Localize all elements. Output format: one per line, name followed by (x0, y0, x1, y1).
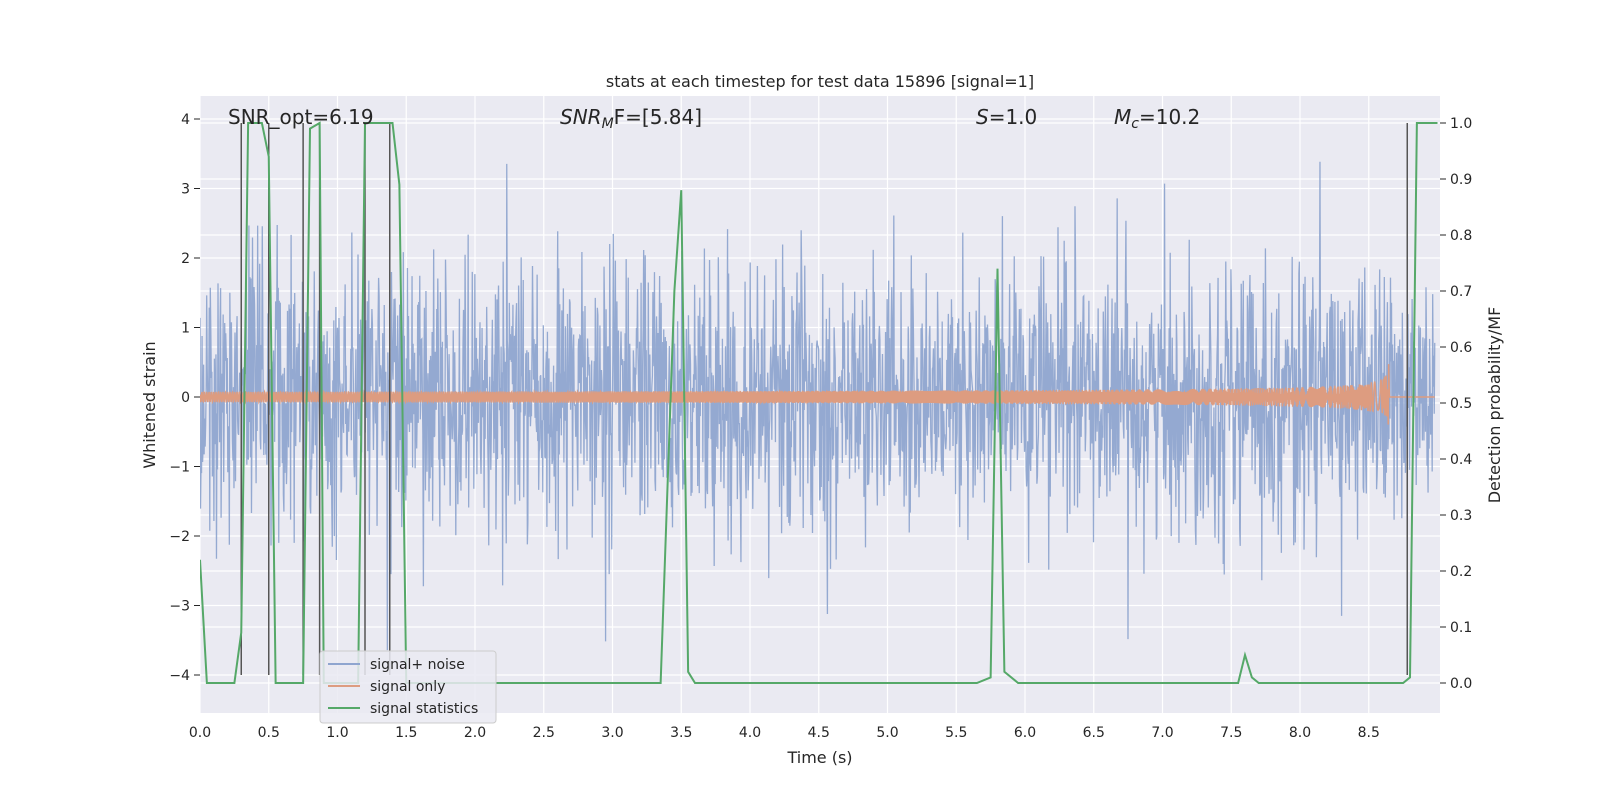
y-tick-label-left: 1 (181, 321, 190, 337)
x-tick-label: 1.5 (395, 725, 417, 741)
y-tick-label-right: 0.4 (1450, 452, 1472, 468)
snr-mf-subscript: M (602, 116, 614, 132)
x-tick-label: 2.5 (533, 725, 555, 741)
y-tick-label-right: 0.3 (1450, 508, 1472, 524)
snr-mf-rest: F=[5.84] (614, 105, 702, 129)
x-tick-label: 5.5 (945, 725, 967, 741)
x-tick-label: 3.5 (670, 725, 692, 741)
s-value: =1.0 (989, 105, 1038, 129)
legend-label-noise: signal+ noise (370, 657, 465, 673)
x-axis-label: Time (s) (786, 748, 852, 767)
y-tick-label-left: 2 (181, 251, 190, 267)
x-tick-label: 7.0 (1151, 725, 1173, 741)
y-tick-label-right: 0.1 (1450, 620, 1472, 636)
annotation-snr-mf: SNRMF=[5.84] (560, 105, 702, 132)
x-tick-label: 8.5 (1358, 725, 1380, 741)
x-tick-label: 1.0 (326, 725, 348, 741)
x-tick-label: 0.0 (189, 725, 211, 741)
x-tick-label: 4.5 (808, 725, 830, 741)
annotation-mc: Mc=10.2 (1114, 105, 1200, 132)
y-tick-label-right: 0.2 (1450, 564, 1472, 580)
y-tick-label-right: 0.0 (1450, 676, 1472, 692)
y-tick-label-left: −4 (169, 668, 190, 684)
y-tick-label-left: 3 (181, 182, 190, 198)
s-prefix: S (976, 105, 989, 129)
y-tick-label-left: −3 (169, 599, 190, 615)
y-axis-label-left: Whitened strain (140, 341, 159, 468)
x-tick-label: 8.0 (1289, 725, 1311, 741)
legend-label-statistics: signal statistics (370, 701, 478, 717)
y-tick-label-left: 4 (181, 112, 190, 128)
y-tick-label-right: 0.5 (1450, 396, 1472, 412)
x-tick-label: 0.5 (258, 725, 280, 741)
y-tick-label-left: −1 (169, 460, 190, 476)
chart-title: stats at each timestep for test data 158… (606, 72, 1034, 91)
legend: signal+ noise signal only signal statist… (320, 651, 496, 723)
x-tick-label: 6.0 (1014, 725, 1036, 741)
y-tick-label-left: −2 (169, 529, 190, 545)
annotation-s: S=1.0 (976, 105, 1037, 129)
y-tick-label-right: 1.0 (1450, 116, 1472, 132)
y-tick-label-right: 0.8 (1450, 228, 1472, 244)
legend-label-signal: signal only (370, 679, 445, 695)
x-tick-label: 2.0 (464, 725, 486, 741)
x-tick-label: 4.0 (739, 725, 761, 741)
y-tick-label-right: 0.9 (1450, 172, 1472, 188)
x-tick-label: 3.0 (601, 725, 623, 741)
y-tick-label-right: 0.6 (1450, 340, 1472, 356)
snr-mf-prefix: SNR (560, 105, 602, 129)
x-tick-label: 7.5 (1220, 725, 1242, 741)
mc-prefix: M (1114, 105, 1131, 129)
annotation-snr-opt: SNR_opt=6.19 (228, 105, 374, 129)
y-tick-label-right: 0.7 (1450, 284, 1472, 300)
mc-value: =10.2 (1139, 105, 1200, 129)
y-tick-label-left: 0 (181, 390, 190, 406)
y-axis-label-right: Detection probability/MF (1485, 307, 1504, 504)
x-tick-label: 5.0 (876, 725, 898, 741)
x-tick-label: 6.5 (1083, 725, 1105, 741)
